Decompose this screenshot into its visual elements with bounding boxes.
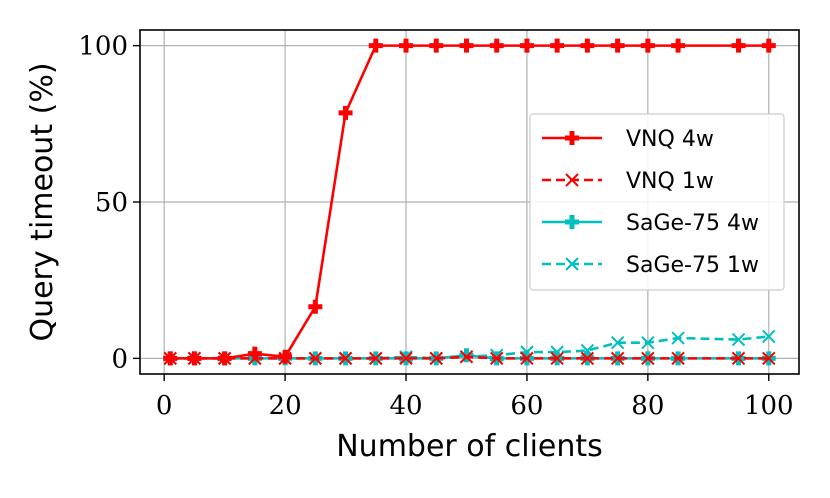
x-tick-label: 60 [510, 391, 543, 421]
x-tick-label: 40 [389, 391, 422, 421]
data-point [278, 349, 293, 364]
x-axis-label: Number of clients [336, 429, 603, 464]
data-point [731, 38, 746, 53]
legend-label: VNQ 4w [626, 127, 714, 152]
data-point [762, 329, 776, 344]
legend: VNQ 4w VNQ 1w SaGe-75 4w SaGe-75 1w [529, 113, 785, 291]
data-point [520, 351, 534, 366]
legend-label: SaGe-75 1w [626, 253, 759, 278]
legend-marker [565, 131, 579, 145]
data-point [338, 105, 353, 120]
legend-item: VNQ 4w [542, 127, 714, 152]
data-point [671, 38, 686, 53]
data-point [308, 351, 323, 366]
legend-item: SaGe-75 1w [542, 253, 759, 278]
y-axis: 0 50 100 [78, 32, 140, 374]
x-tick-label: 20 [269, 391, 302, 421]
data-point [580, 351, 595, 366]
data-point [217, 351, 232, 366]
data-point [489, 351, 504, 366]
legend-item: VNQ 1w [542, 169, 714, 194]
data-point [429, 38, 444, 53]
y-tick-label: 100 [78, 32, 128, 62]
data-point [550, 38, 565, 53]
data-point [399, 351, 413, 366]
legend-marker [565, 173, 579, 187]
y-tick-label: 0 [111, 344, 128, 374]
legend-box [529, 113, 785, 291]
data-point [731, 332, 746, 347]
data-point [187, 351, 202, 366]
data-point [762, 351, 776, 366]
data-point [163, 351, 178, 366]
data-point [671, 331, 685, 345]
legend-marker [565, 215, 579, 229]
data-point [369, 351, 383, 366]
series-layer [163, 38, 776, 366]
data-point [671, 351, 685, 366]
data-point [580, 38, 595, 53]
y-axis-label: Query timeout (%) [25, 62, 60, 341]
data-point [247, 346, 262, 361]
data-point [368, 38, 383, 53]
data-point [489, 38, 504, 53]
data-point [640, 38, 655, 53]
data-point [641, 351, 655, 366]
legend-item: SaGe-75 4w [542, 211, 759, 236]
data-point [459, 350, 474, 364]
legend-label: VNQ 1w [626, 169, 714, 194]
x-tick-label: 0 [156, 391, 173, 421]
data-point [519, 38, 534, 53]
data-point [610, 38, 625, 53]
data-point [308, 299, 323, 314]
legend-marker [565, 257, 579, 271]
series-line [170, 355, 769, 360]
x-tick-label: 100 [744, 391, 794, 421]
data-point [399, 38, 414, 53]
data-point [338, 351, 353, 366]
series-vnq-4w [163, 38, 776, 366]
data-point [429, 351, 443, 366]
data-point [459, 348, 474, 363]
data-point [610, 336, 625, 350]
y-tick-label: 50 [95, 188, 128, 218]
data-point [641, 336, 655, 350]
data-point [550, 351, 564, 366]
data-point [610, 351, 625, 366]
legend-label: SaGe-75 4w [626, 211, 759, 236]
data-point [731, 351, 746, 366]
data-point [761, 38, 776, 53]
x-tick-label: 80 [631, 391, 664, 421]
x-axis: 0 20 40 60 80 100 [156, 374, 794, 421]
data-point [459, 38, 474, 53]
